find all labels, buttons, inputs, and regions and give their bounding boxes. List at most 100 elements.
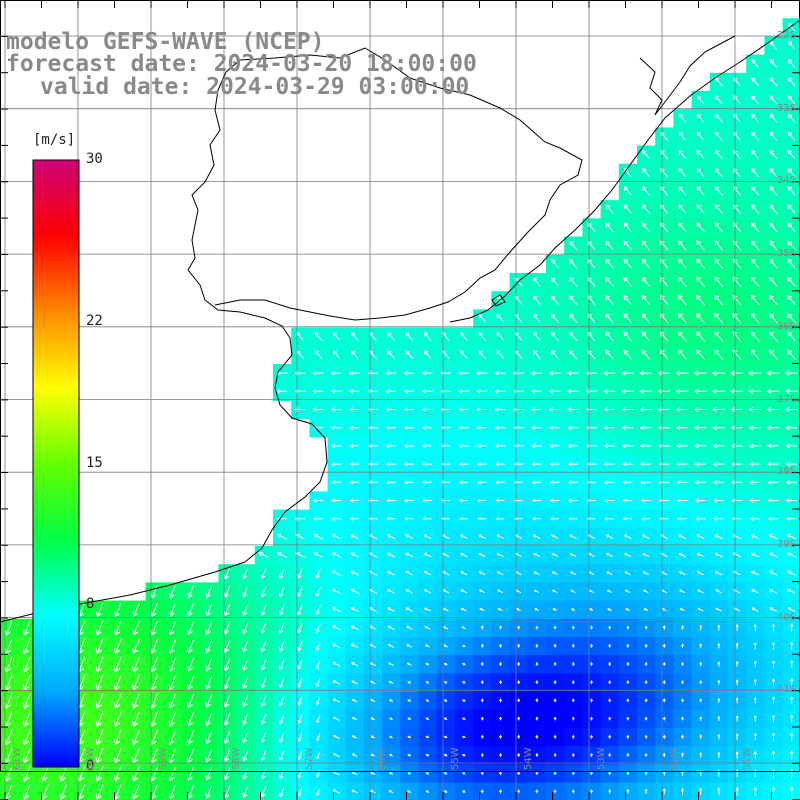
wind-arrow (607, 608, 612, 611)
wind-arrow (59, 784, 68, 800)
wind-arrow (150, 585, 158, 599)
wind-arrow (349, 498, 360, 503)
wind-arrow (695, 498, 706, 503)
wind-arrow (642, 571, 650, 576)
wind-arrow (461, 662, 466, 666)
wind-arrow (569, 349, 578, 360)
wind-arrow (95, 638, 104, 655)
wind-arrow (753, 623, 757, 632)
wind-arrow (641, 349, 651, 360)
wind-arrow (425, 699, 430, 702)
longitude-label: 56W (377, 747, 388, 770)
wind-arrow (626, 680, 630, 684)
wind-arrow (387, 607, 395, 612)
wind-arrow (479, 607, 485, 612)
wind-arrow (680, 643, 685, 648)
wind-arrow (567, 461, 578, 467)
wind-arrow (22, 656, 31, 673)
wind-arrow (316, 715, 321, 724)
wind-arrow (95, 765, 104, 782)
wind-arrow (771, 714, 776, 723)
wind-arrow (478, 571, 486, 576)
wind-arrow (548, 370, 561, 376)
wind-arrow (657, 370, 671, 376)
wind-arrow (443, 790, 448, 793)
wind-arrow (533, 589, 540, 594)
wind-arrow (403, 407, 415, 412)
wind-arrow (750, 349, 760, 361)
wind-arrow (732, 240, 742, 251)
wind-arrow (623, 222, 632, 233)
wind-arrow (662, 680, 666, 684)
wind-arrow (676, 498, 688, 503)
wind-arrow (750, 331, 760, 342)
wind-arrow (349, 516, 360, 521)
wind-arrow (624, 571, 631, 576)
wind-arrow (533, 552, 541, 558)
wind-arrow (535, 698, 539, 703)
wind-arrow (693, 370, 707, 376)
wind-arrow (608, 661, 612, 666)
wind-arrow (389, 753, 393, 757)
longitude-label: 57W (304, 747, 315, 770)
wind-arrow (350, 534, 360, 540)
wind-arrow (205, 621, 213, 635)
wind-arrow (186, 693, 195, 709)
wind-arrow (498, 680, 503, 684)
wind-arrow (532, 516, 541, 521)
wind-arrow (678, 349, 687, 361)
wind-arrow (168, 784, 177, 800)
wind-arrow (769, 589, 778, 594)
wind-arrow (680, 734, 685, 739)
wind-arrow (786, 533, 797, 540)
wind-arrow (712, 479, 724, 485)
wind-arrow (713, 498, 724, 503)
wind-arrow (785, 406, 798, 413)
wind-arrow (785, 498, 797, 503)
wind-arrow (605, 295, 614, 306)
wind-arrow (312, 516, 324, 521)
wind-arrow (532, 534, 541, 540)
wind-arrow (623, 313, 633, 324)
longitude-label: 53W (596, 747, 607, 770)
wind-arrow (478, 552, 486, 558)
latitude-label: 32S (776, 30, 796, 41)
wind-arrow (313, 534, 323, 540)
wind-arrow (297, 586, 303, 598)
wind-arrow (403, 389, 415, 394)
wind-arrow (769, 167, 778, 178)
wind-arrow (332, 331, 341, 342)
wind-arrow (641, 276, 651, 288)
wind-arrow (331, 552, 342, 558)
wind-arrow (676, 480, 688, 485)
wind-arrow (423, 534, 432, 540)
wind-arrow (223, 639, 231, 653)
wind-arrow (657, 406, 670, 413)
wind-arrow (498, 789, 503, 794)
wind-arrow (553, 752, 557, 757)
wind-arrow (605, 240, 614, 251)
wind-arrow (477, 498, 487, 503)
wind-arrow (351, 789, 358, 794)
wind-arrow (350, 350, 359, 360)
wind-arrow (260, 786, 267, 798)
wind-arrow (370, 717, 376, 721)
wind-arrow (735, 697, 739, 704)
wind-arrow (4, 711, 13, 728)
wind-arrow (789, 732, 794, 741)
wind-arrow (370, 753, 376, 757)
colorbar-tick-label: 0 (86, 758, 95, 774)
wind-arrow (735, 786, 739, 796)
wind-arrow (551, 258, 559, 269)
wind-arrow (697, 589, 704, 594)
wind-arrow (242, 640, 249, 653)
wind-arrow (260, 568, 267, 580)
wind-arrow (675, 370, 689, 376)
wind-arrow (623, 294, 633, 306)
wind-arrow (603, 407, 615, 412)
wind-arrow (315, 605, 321, 616)
wind-arrow (460, 350, 468, 360)
wind-arrow (699, 624, 703, 631)
wind-arrow (730, 370, 744, 376)
wind-arrow (132, 638, 140, 655)
